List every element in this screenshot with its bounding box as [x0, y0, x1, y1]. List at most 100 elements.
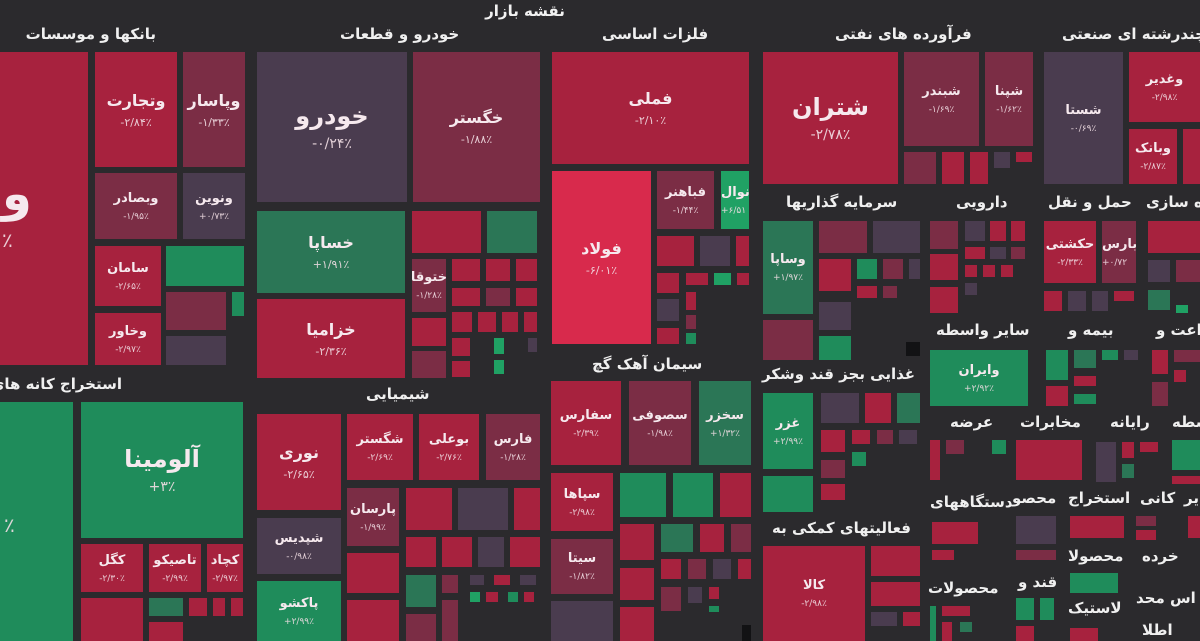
tile-saman[interactable]: سامان -۲/۶۵٪ — [95, 246, 161, 306]
tile-oil-small[interactable] — [970, 152, 988, 184]
tile-metal-small[interactable] — [736, 236, 749, 266]
tile-products2-small[interactable] — [960, 622, 972, 632]
tile-transport-small[interactable] — [1044, 291, 1062, 311]
tile-fbahonar[interactable]: فباهنر -۱/۴۴٪ — [657, 171, 714, 229]
tile-cement-small[interactable] — [620, 473, 666, 517]
tile-mining-small[interactable] — [149, 622, 183, 641]
tile-pharma-small[interactable] — [1001, 265, 1013, 277]
tile-invest-small[interactable] — [873, 221, 920, 253]
tile-chem-small[interactable] — [347, 600, 399, 641]
tile-parsan[interactable]: پارسان -۱/۹۹٪ — [347, 488, 399, 546]
tile-vpasar[interactable]: وپاسار -۱/۳۳٪ — [183, 52, 245, 167]
tile-oil-small[interactable] — [942, 152, 964, 184]
tile-trade-small[interactable] — [1174, 350, 1200, 362]
tile-tasiko[interactable]: تاصیکو -۲/۹۹٪ — [149, 544, 201, 592]
tile-chem-small[interactable] — [520, 575, 536, 585]
tile-auto-small[interactable] — [452, 259, 480, 281]
tile-auto-small[interactable] — [412, 351, 446, 378]
tile-food-small[interactable] — [821, 460, 845, 478]
tile-metal-small[interactable] — [686, 273, 708, 285]
tile-shepna[interactable]: شپنا -۱/۶۲٪ — [985, 52, 1033, 146]
tile-chem-small[interactable] — [478, 537, 504, 567]
tile-cement-small[interactable] — [742, 625, 751, 641]
tile-cement-small[interactable] — [720, 473, 751, 517]
tile-hpars[interactable]: بارس +۰/۷۲ — [1102, 221, 1136, 283]
tile-vbsader[interactable]: وبصادر -۱/۹۵٪ — [95, 173, 177, 239]
tile-auto-small[interactable] — [486, 259, 510, 281]
tile-products3-block[interactable] — [1070, 573, 1118, 593]
tile-sefars[interactable]: سفارس -۲/۳۹٪ — [551, 381, 621, 465]
tile-pakesho[interactable]: پاکشو +۲/۹۹٪ — [257, 581, 341, 641]
tile-trade-small[interactable] — [1152, 382, 1168, 406]
tile-invest-small[interactable] — [883, 259, 903, 279]
tile-metal-small[interactable] — [714, 273, 731, 285]
tile-chem-small[interactable] — [406, 614, 436, 641]
tile-auto-small[interactable] — [524, 312, 537, 332]
tile-build-small[interactable] — [1148, 290, 1170, 310]
tile-cement-small[interactable] — [661, 559, 681, 579]
tile-bank-small[interactable] — [232, 292, 244, 316]
tile-pharma-small[interactable] — [930, 287, 958, 313]
tile-auto-small[interactable] — [494, 360, 504, 374]
tile-devices-small[interactable] — [932, 550, 954, 560]
tile-invest-small[interactable] — [819, 336, 851, 360]
tile-ghazar[interactable]: غزر +۲/۹۹٪ — [763, 393, 813, 469]
tile-sita[interactable]: سیتا -۱/۸۲٪ — [551, 539, 613, 594]
tile-food-small[interactable] — [821, 393, 859, 423]
tile-cement-small[interactable] — [700, 524, 724, 552]
tile-mining-small[interactable] — [231, 598, 243, 616]
tile-bank-small[interactable] — [166, 336, 226, 365]
tile-food-small[interactable] — [763, 476, 813, 512]
tile-insurance-small[interactable] — [1074, 394, 1096, 404]
tile-cement-small[interactable] — [713, 559, 731, 579]
tile-metal-small[interactable] — [737, 273, 749, 285]
tile-mining-small[interactable] — [213, 598, 225, 616]
tile-vghadir[interactable]: وغدیر -۲/۹۸٪ — [1129, 52, 1200, 122]
tile-chem-small[interactable] — [406, 488, 452, 530]
tile-products1-block[interactable] — [1016, 516, 1056, 544]
tile-noval[interactable]: نوال +۶/۵۱ — [721, 171, 749, 229]
tile-aux-small[interactable] — [871, 612, 897, 626]
tile-transport-small[interactable] — [1068, 291, 1086, 311]
tile-cement-small[interactable] — [688, 559, 706, 579]
tile-cement-small[interactable] — [731, 524, 751, 552]
tile-build-small[interactable] — [1176, 260, 1200, 282]
tile-auto-small[interactable] — [452, 338, 470, 356]
tile-computer-small[interactable] — [1122, 464, 1134, 478]
tile-food-small[interactable] — [852, 430, 870, 444]
tile-products2-small[interactable] — [930, 606, 936, 641]
tile-invest-small[interactable] — [906, 342, 920, 356]
tile-computer-block[interactable] — [1096, 442, 1116, 482]
tile-invest-small[interactable] — [857, 259, 877, 279]
tile-shasta[interactable]: شستا -۰/۶۹٪ — [1044, 52, 1123, 184]
tile-supply-small[interactable] — [992, 440, 1006, 454]
tile-insurance-small[interactable] — [1124, 350, 1138, 360]
tile-chem-small[interactable] — [442, 600, 458, 641]
tile-products1-small[interactable] — [1016, 550, 1056, 560]
tile-invest-small[interactable] — [857, 286, 877, 298]
tile-metal-small[interactable] — [657, 299, 679, 321]
tile-khtoga[interactable]: ختوقا -۱/۲۸٪ — [412, 259, 446, 312]
tile-auto-small[interactable] — [452, 312, 472, 332]
tile-cement-small[interactable] — [620, 524, 654, 560]
tile-food-small[interactable] — [865, 393, 891, 423]
tile-oil-small[interactable] — [1016, 152, 1032, 162]
tile-food-small[interactable] — [821, 430, 845, 452]
tile-pharma-small[interactable] — [965, 247, 985, 259]
tile-cement-small[interactable] — [738, 559, 751, 579]
tile-noori[interactable]: نوری -۲/۶۵٪ — [257, 414, 341, 510]
tile-insurance-small[interactable] — [1046, 386, 1068, 406]
tile-food-small[interactable] — [852, 452, 866, 466]
tile-products2-small[interactable] — [942, 606, 970, 616]
tile-sugar-small[interactable] — [1016, 626, 1034, 641]
tile-auto-small[interactable] — [412, 211, 481, 253]
tile-metal-small[interactable] — [657, 273, 679, 293]
tile-build-small[interactable] — [1176, 305, 1188, 313]
tile-alomina[interactable]: آلومینا +۳٪ — [81, 402, 243, 538]
tile-mining2-small[interactable] — [1136, 530, 1156, 540]
tile-chem-small[interactable] — [442, 537, 472, 567]
tile-auto-small[interactable] — [502, 312, 518, 332]
tile-khsapa[interactable]: خساپا +۱/۹۱٪ — [257, 211, 405, 293]
tile-telecom-block[interactable] — [1016, 440, 1082, 480]
tile-trade-small[interactable] — [1174, 370, 1186, 382]
